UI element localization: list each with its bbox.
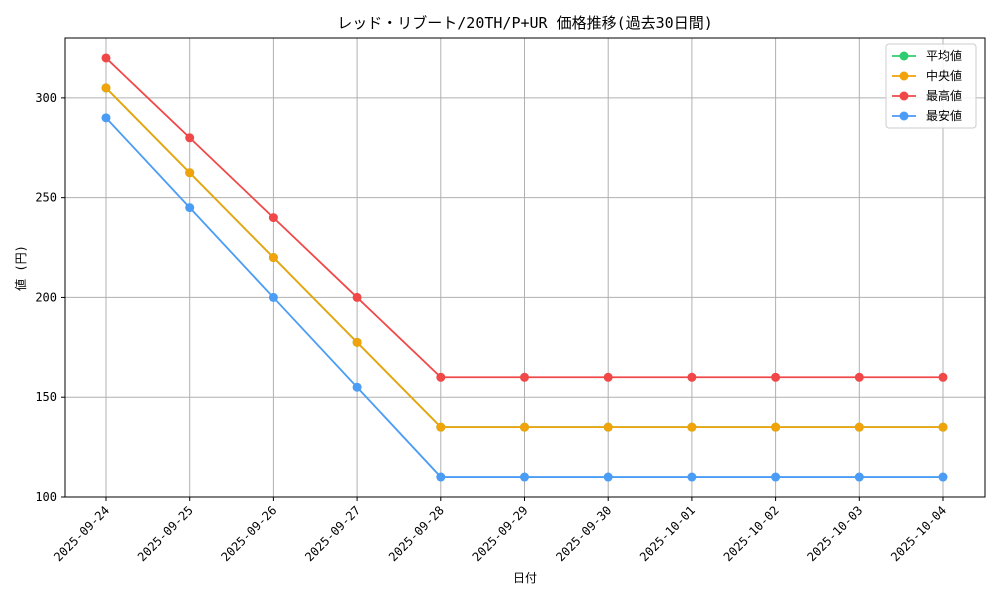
x-tick-label: 2025-09-25 (135, 503, 196, 564)
series-group (101, 53, 948, 482)
data-point (268, 292, 278, 302)
data-point (520, 372, 529, 382)
y-tick-label: 100 (35, 490, 57, 504)
x-tick-label: 2025-09-26 (219, 503, 280, 564)
data-point (687, 422, 697, 432)
chart-title: レッド・リブート/20TH/P+UR 価格推移(過去30日間) (337, 14, 712, 32)
legend-label: 平均値 (926, 48, 962, 63)
data-point (854, 372, 864, 382)
data-point (854, 422, 864, 432)
x-tick-label: 2025-09-28 (386, 503, 447, 564)
data-point (352, 337, 362, 347)
x-tick-label: 2025-09-29 (470, 503, 531, 564)
data-point (268, 213, 278, 223)
data-point (101, 53, 111, 63)
data-point (185, 168, 195, 178)
data-point (436, 422, 446, 432)
y-axis-label: 値 (円) (13, 245, 28, 291)
data-point (938, 372, 948, 382)
data-point (436, 472, 446, 482)
data-point (185, 133, 195, 143)
data-point (101, 83, 111, 93)
data-point (101, 113, 111, 123)
data-point (352, 382, 362, 392)
y-tick-label: 300 (35, 91, 57, 105)
data-point (520, 472, 529, 482)
x-tick-label: 2025-10-02 (721, 503, 782, 564)
data-point (603, 472, 613, 482)
legend-swatch-marker (899, 91, 909, 101)
data-point (771, 372, 781, 382)
data-point (854, 472, 864, 482)
x-tick-label: 2025-10-03 (804, 503, 865, 564)
x-tick-label: 2025-09-30 (553, 503, 614, 564)
y-axis: 100 150 200 250 300 (35, 91, 65, 504)
x-tick-label: 2025-10-04 (888, 503, 949, 564)
x-tick-label: 2025-09-24 (51, 503, 112, 564)
y-tick-label: 200 (35, 290, 57, 304)
data-point (352, 292, 362, 302)
data-point (687, 372, 697, 382)
data-point (185, 203, 195, 213)
data-point (771, 422, 781, 432)
legend-swatch-marker (899, 111, 909, 121)
data-point (436, 372, 446, 382)
data-point (771, 472, 781, 482)
data-point (687, 472, 697, 482)
legend-label: 最安値 (926, 108, 962, 123)
y-tick-label: 150 (35, 390, 57, 404)
x-axis: 2025-09-24 2025-09-25 2025-09-26 2025-09-27… (51, 497, 949, 564)
data-point (520, 422, 529, 432)
legend-label: 最高値 (926, 88, 962, 103)
x-tick-label: 2025-10-01 (637, 503, 698, 564)
x-axis-label: 日付 (513, 571, 537, 585)
legend-box (885, 43, 977, 129)
legend-swatch-marker (899, 51, 909, 61)
data-point (603, 372, 613, 382)
legend-swatch-marker (899, 71, 909, 81)
data-point (938, 422, 948, 432)
data-point (268, 253, 278, 263)
legend-label: 中央値 (926, 68, 962, 83)
data-point (603, 422, 613, 432)
x-tick-label: 2025-09-27 (302, 503, 363, 564)
y-tick-label: 250 (35, 191, 57, 205)
data-point (938, 472, 948, 482)
